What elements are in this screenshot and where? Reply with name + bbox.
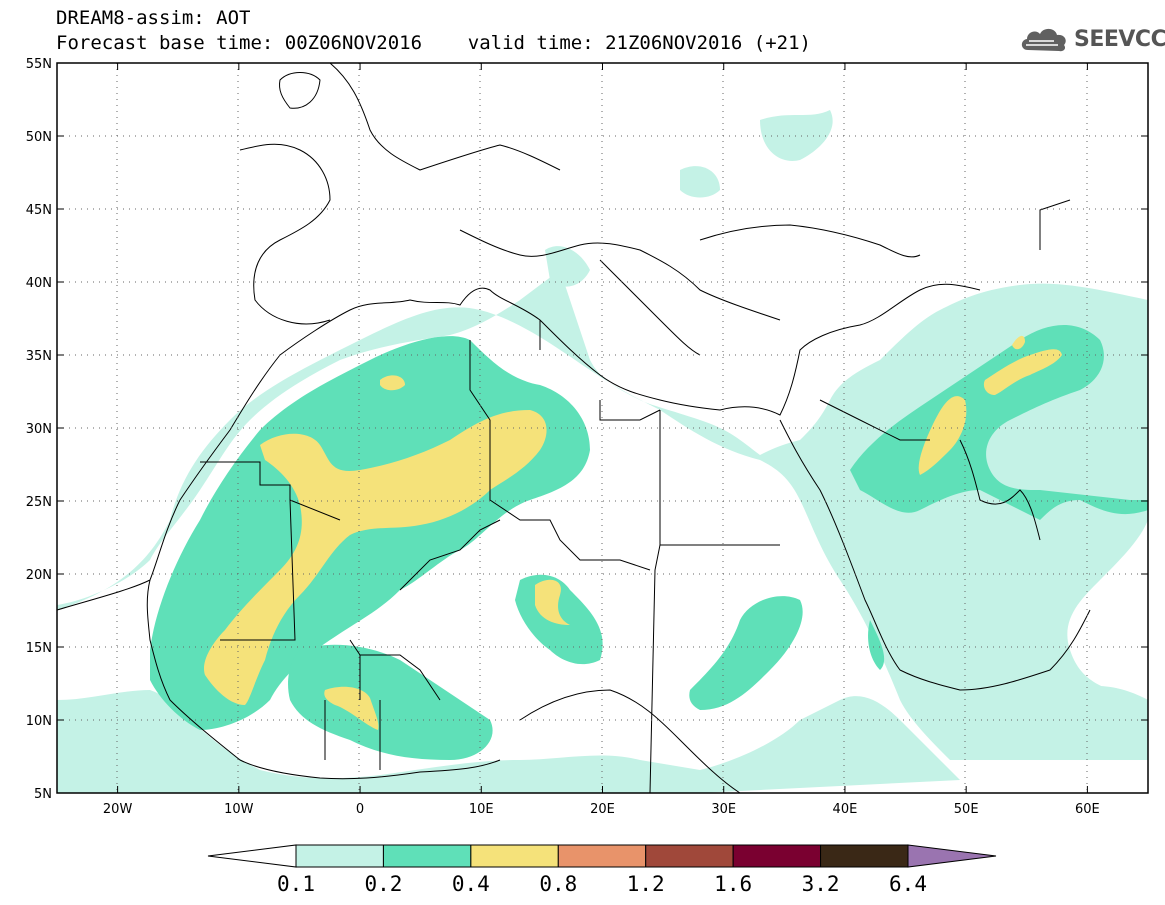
seevccc-logo: SEEVCCC [1018, 22, 1165, 56]
lat-tick-label: 35N [26, 349, 52, 364]
lon-tick-label: 60E [1075, 802, 1100, 817]
colorbar-swatch [645, 844, 734, 868]
colorbar-max-triangle [907, 844, 997, 868]
colorbar-min-triangle [207, 844, 297, 868]
colorbar-level-label: 6.4 [889, 872, 927, 896]
colorbar-swatch [295, 844, 384, 868]
lon-tick-label: 30E [711, 802, 736, 817]
lon-tick-labels: 20W 10W 0 10E 20E 30E 40E 50E 60E [103, 802, 1100, 817]
lon-tick-label: 10E [469, 802, 494, 817]
colorbar-swatch [732, 844, 822, 868]
colorbar-level-label: 1.2 [626, 872, 665, 896]
colorbar-level-label: 3.2 [801, 872, 840, 896]
colorbar-swatch [820, 844, 909, 868]
aot-band-0.4-0.8 [204, 335, 1062, 730]
aot-colorbar [207, 844, 997, 868]
map-title: DREAM8-assim: AOT [56, 7, 251, 29]
lon-tick-label: 40E [833, 802, 858, 817]
colorbar-level-label: 0.8 [539, 872, 578, 896]
lon-tick-label: 20E [590, 802, 615, 817]
lat-tick-label: 50N [26, 130, 52, 145]
colorbar-level-label: 0.2 [364, 872, 403, 896]
colorbar-swatch [382, 844, 472, 868]
lat-tick-labels: 5N 10N 15N 20N 25N 30N 35N 40N 45N 50N 55N [26, 57, 52, 802]
lat-tick-label: 15N [26, 641, 52, 656]
colorbar-swatch [470, 844, 559, 868]
lat-tick-label: 30N [26, 422, 52, 437]
colorbar-level-label: 1.6 [714, 872, 753, 896]
lon-tick-label: 50E [954, 802, 979, 817]
logo-text: SEEVCCC [1074, 26, 1165, 52]
lon-tick-label: 10W [224, 802, 254, 817]
lat-tick-label: 20N [26, 568, 52, 583]
cloud-icon [1021, 28, 1066, 52]
lat-tick-label: 55N [26, 57, 52, 72]
axis-ticks [57, 62, 1148, 794]
lat-tick-label: 45N [26, 203, 52, 218]
lat-tick-label: 10N [26, 714, 52, 729]
lon-tick-label: 0 [356, 802, 364, 817]
colorbar-level-label: 0.4 [451, 872, 490, 896]
lon-tick-label: 20W [103, 802, 133, 817]
plot-area [57, 63, 1148, 793]
lat-tick-label: 5N [34, 787, 52, 802]
colorbar-level-label: 0.1 [277, 872, 315, 896]
lat-tick-label: 40N [26, 276, 52, 291]
lat-tick-label: 25N [26, 495, 52, 510]
forecast-time-line: Forecast base time: 00Z06NOV2016 valid t… [56, 32, 811, 54]
colorbar-swatch [557, 844, 647, 868]
coastlines-borders [57, 63, 1091, 793]
